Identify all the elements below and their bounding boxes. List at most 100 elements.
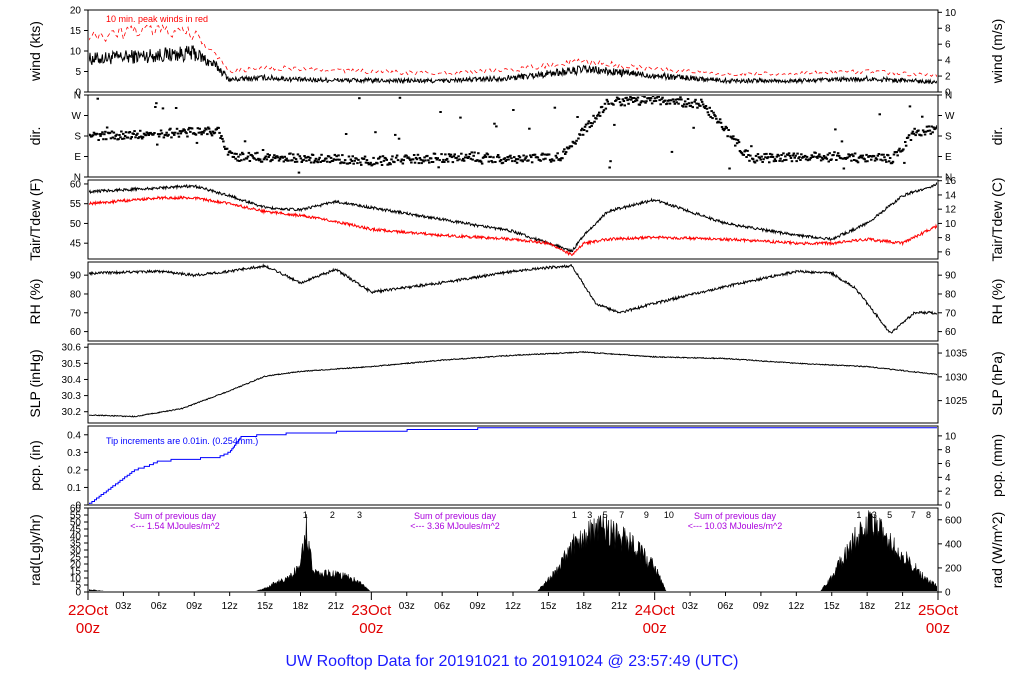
direction-point [596,114,599,117]
direction-point [901,149,904,152]
direction-point [139,135,143,138]
direction-point [437,166,440,169]
left-tick-label: 70 [70,308,82,319]
direction-point [494,161,497,163]
left-tick-label: 80 [70,289,82,300]
direction-point [128,131,132,133]
direction-point [673,102,677,105]
x-minor-label: 03z [682,601,698,612]
direction-point [878,113,881,116]
direction-point [524,157,527,160]
direction-point [581,127,584,130]
direction-point [700,98,703,101]
direction-point [576,116,579,118]
direction-point [135,134,138,136]
direction-point [884,158,887,161]
direction-point [96,97,99,100]
direction-point [835,159,838,161]
direction-point [926,129,930,132]
direction-point [753,161,757,164]
direction-point [775,155,779,158]
direction-point [368,163,371,165]
left-tick-label: 90 [70,271,82,282]
direction-point [344,133,348,135]
direction-point [130,136,133,138]
direction-point [602,109,606,112]
direction-point [597,113,600,116]
direction-point [626,99,629,102]
direction-point [684,105,688,108]
direction-point [877,153,881,155]
direction-point [885,160,888,163]
direction-point [892,153,896,156]
direction-point [574,142,577,145]
direction-point [907,134,911,137]
direction-point [875,158,879,161]
direction-point [327,155,331,158]
direction-point [346,162,350,165]
direction-point [575,139,578,142]
radiation-hour-label: 3 [587,510,592,520]
left-tick-label: S [74,132,81,143]
left-tick-label: 20 [70,6,82,17]
direction-point [459,116,462,119]
direction-point [640,100,643,103]
direction-point [758,156,762,159]
direction-point [675,101,678,104]
direction-point [356,162,359,165]
direction-point [634,97,638,100]
direction-point [110,130,114,133]
x-minor-label: 06z [151,601,167,612]
left-tick-label: 0.4 [67,430,81,441]
direction-point [294,158,298,161]
right-tick-label: 6 [945,459,951,470]
direction-point [788,154,792,157]
direction-point [818,153,821,156]
direction-point [141,136,145,139]
direction-point [371,163,374,166]
direction-point [694,98,697,101]
direction-point [516,158,520,161]
direction-point [445,157,449,160]
right-tick-label: 8 [945,233,951,244]
radiation-hour-label: 10 [664,510,674,520]
direction-point [734,144,737,147]
direction-point [462,159,466,162]
direction-point [921,129,925,132]
left-tick-label: 0.1 [67,483,81,494]
direction-point [713,113,716,116]
x-minor-label: 06z [717,601,733,612]
direction-point [495,125,498,128]
direction-point [767,156,770,159]
direction-point [783,159,786,162]
direction-point [672,100,676,103]
direction-point [421,159,424,162]
direction-point [540,153,543,156]
direction-point [912,132,915,135]
direction-point [221,137,224,140]
direction-point [633,100,637,103]
left-tick-label: W [72,111,82,122]
direction-point [226,153,230,156]
direction-point [173,131,177,134]
direction-point [384,157,388,160]
direction-point [187,128,190,131]
direction-point [123,135,127,137]
direction-point [264,155,268,158]
direction-point [378,155,382,158]
direction-point [555,156,558,159]
direction-point [336,158,339,161]
direction-point [196,127,200,130]
direction-point [311,154,315,156]
direction-point [563,148,566,151]
direction-point [632,101,635,103]
direction-point [325,157,328,160]
direction-point [416,153,420,156]
direction-point [358,97,361,100]
direction-point [736,139,740,142]
direction-point [733,138,736,141]
direction-point [283,155,286,158]
radiation-hour-label: 5 [887,510,892,520]
direction-point [891,160,895,163]
direction-point [389,163,392,166]
